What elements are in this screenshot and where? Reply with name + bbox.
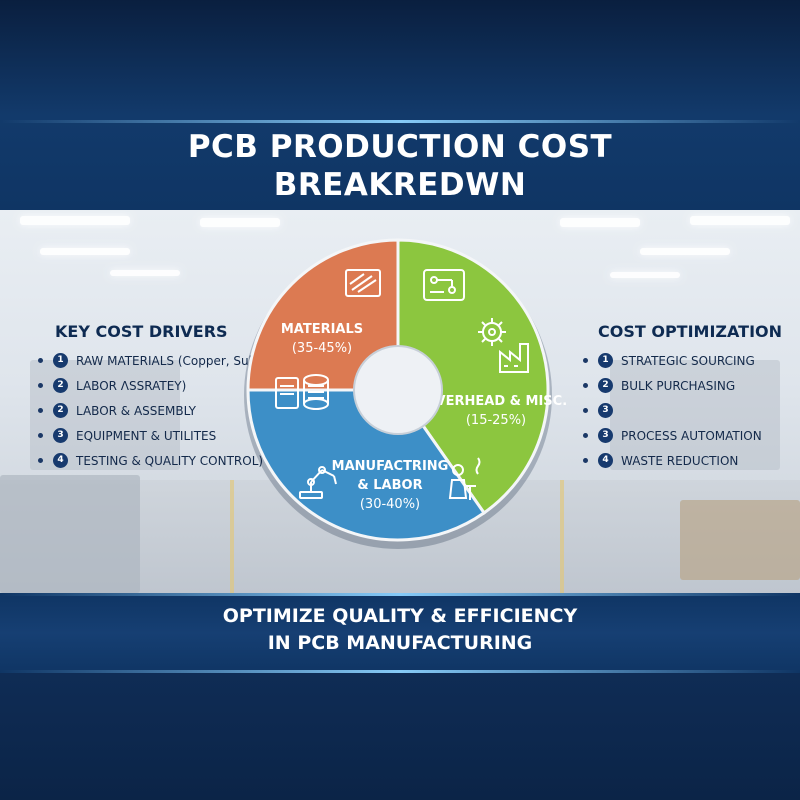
cost-driver-item-label: RAW MATERIALS (Copper, Subtrates) bbox=[76, 353, 297, 368]
bullet-dot bbox=[38, 433, 43, 438]
slice-label: MATERIALS bbox=[281, 322, 363, 337]
bullet-dot bbox=[38, 383, 43, 388]
bullet-dot bbox=[38, 458, 43, 463]
left-panel-heading: KEY COST DRIVERS bbox=[55, 322, 228, 341]
bullet-dot bbox=[583, 358, 588, 363]
optimization-item: 1 STRATEGIC SOURCING bbox=[583, 348, 762, 373]
optimization-item: 4 WASTE REDUCTION bbox=[583, 448, 762, 473]
slice-label: MANUFACTRING bbox=[332, 459, 449, 474]
step-number-badge: 1 bbox=[53, 353, 68, 368]
step-number-badge: 1 bbox=[598, 353, 613, 368]
slice-label: (30-40%) bbox=[360, 497, 420, 512]
cost-driver-item: 2 LABOR ΛSSRATEY) bbox=[38, 373, 296, 398]
bullet-dot bbox=[38, 408, 43, 413]
cost-drivers-list: 1 RAW MATERIALS (Copper, Subtrates) 2 LABOR… bbox=[38, 348, 296, 473]
footer-band bbox=[0, 593, 800, 673]
copper-spool-icon bbox=[275, 374, 329, 410]
footer-glow-line bbox=[0, 593, 800, 596]
floor-stripe bbox=[230, 480, 234, 593]
ceiling-light bbox=[610, 272, 680, 278]
title-line-1: PCB PRODUCTION COST bbox=[187, 129, 613, 165]
slice-label: (35-45%) bbox=[292, 341, 352, 356]
donut-hole bbox=[353, 345, 443, 435]
slice-label: & LABOR bbox=[357, 478, 422, 493]
cost-driver-item: 1 RAW MATERIALS (Copper, Subtrates) bbox=[38, 348, 296, 373]
footer-glow-line bbox=[0, 670, 800, 673]
cost-optimization-list: 1 STRATEGIC SOURCING 2 BULK PURCHASING 3 3 PRO… bbox=[583, 348, 762, 473]
machine-silhouette bbox=[0, 475, 140, 593]
floor-stripe bbox=[560, 480, 564, 593]
circuit-board-icon bbox=[423, 269, 465, 301]
cost-driver-item: 2 LABOR & ASSEMBLY bbox=[38, 398, 296, 423]
title-line-2: BREAKREDWN bbox=[273, 167, 527, 203]
optimization-item-label: PROCESS AUTOMATION bbox=[621, 428, 762, 443]
ceiling-light bbox=[560, 218, 640, 227]
slice-label: OVERHEAD & MISC. bbox=[425, 394, 567, 409]
bottom-base bbox=[0, 673, 800, 800]
cost-driver-item-label: LABOR & ASSEMBLY bbox=[76, 403, 196, 418]
bullet-dot bbox=[38, 358, 43, 363]
optimization-item: 3 PROCESS AUTOMATION bbox=[583, 423, 762, 448]
cardboard-box bbox=[680, 500, 800, 580]
footer-line-2: IN PCB MANUFACTURING bbox=[267, 632, 533, 654]
optimization-item-label: STRATEGIC SOURCING bbox=[621, 353, 755, 368]
machine-silhouette bbox=[610, 360, 780, 470]
bullet-dot bbox=[583, 408, 588, 413]
footer-line-1: OPTIMIZE QUALITY & EFFICIENCY bbox=[222, 605, 578, 627]
pcb-board-icon bbox=[345, 269, 381, 297]
factory-icon bbox=[499, 343, 529, 373]
header-glow-line bbox=[0, 120, 800, 123]
optimization-item-label: BULK PURCHASING bbox=[621, 378, 736, 393]
ceiling-light bbox=[110, 270, 180, 276]
cost-driver-item-label: EQUIPMENT & UTILITES bbox=[76, 428, 217, 443]
step-number-badge: 3 bbox=[53, 428, 68, 443]
cost-driver-item-label: LABOR ΛSSRATEY) bbox=[76, 378, 187, 393]
page-title: PCB PRODUCTION COST BREAKREDWN bbox=[0, 128, 800, 204]
bullet-dot bbox=[583, 458, 588, 463]
step-number-badge: 4 bbox=[598, 453, 613, 468]
step-number-badge: 3 bbox=[598, 403, 613, 418]
bullet-dot bbox=[583, 383, 588, 388]
optimization-item-label: WASTE REDUCTION bbox=[621, 453, 739, 468]
robot-arm-icon bbox=[299, 466, 337, 499]
footer-tagline: OPTIMIZE QUALITY & EFFICIENCY IN PCB MAN… bbox=[0, 603, 800, 657]
header-band bbox=[0, 0, 800, 210]
step-number-badge: 2 bbox=[598, 378, 613, 393]
ceiling-light bbox=[690, 216, 790, 225]
step-number-badge: 2 bbox=[53, 378, 68, 393]
ceiling-light bbox=[20, 216, 130, 225]
step-number-badge: 4 bbox=[53, 453, 68, 468]
cost-driver-item: 4 TESTING & QUALITY CONTROL) bbox=[38, 448, 296, 473]
worker-icon bbox=[448, 457, 481, 500]
ceiling-light bbox=[40, 248, 130, 255]
optimization-item: 3 bbox=[583, 398, 762, 423]
cost-driver-item: 3 EQUIPMENT & UTILITES bbox=[38, 423, 296, 448]
optimization-item: 2 BULK PURCHASING bbox=[583, 373, 762, 398]
ceiling-light bbox=[640, 248, 730, 255]
slice-label: (15-25%) bbox=[466, 413, 526, 428]
step-number-badge: 3 bbox=[598, 428, 613, 443]
ceiling-light bbox=[200, 218, 280, 227]
bullet-dot bbox=[583, 433, 588, 438]
right-panel-heading: COST OPTIMIZATION bbox=[598, 322, 783, 341]
step-number-badge: 2 bbox=[53, 403, 68, 418]
cost-driver-item-label: TESTING & QUALITY CONTROL) bbox=[76, 453, 264, 468]
gear-icon bbox=[478, 318, 506, 346]
